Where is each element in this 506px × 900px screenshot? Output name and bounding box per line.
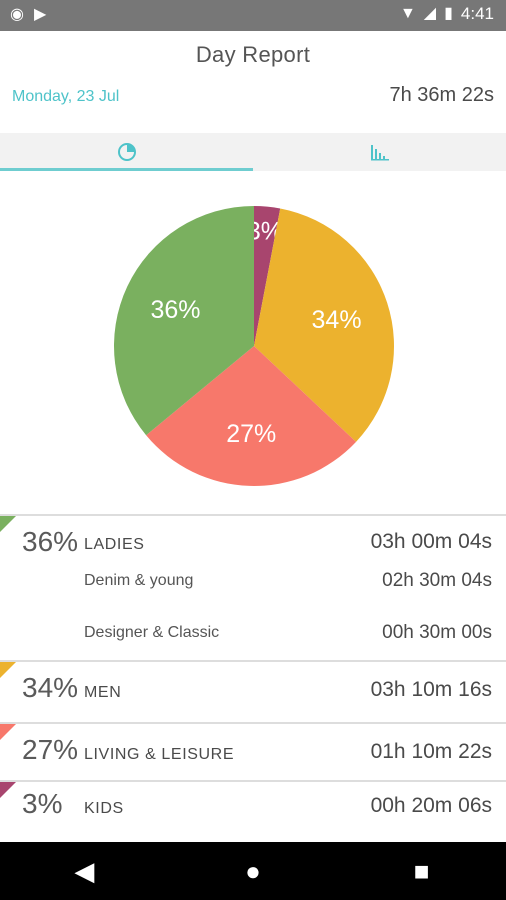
divider [0,722,506,724]
pie-chart: 3% 34% 27% 36% [112,204,396,488]
pie-slice-kids[interactable] [254,206,281,346]
divider [0,780,506,782]
category-percent: 34% [22,672,79,703]
pie-slice-men[interactable] [254,208,395,442]
pie-chart-icon [117,143,136,161]
category-duration: 00h 20m 06s [370,794,492,817]
signal-icon: ◢ [423,5,437,22]
color-marker [0,724,16,740]
category-duration: 03h 10m 16s [370,678,492,701]
page-title: Day Report [195,42,311,67]
pie-slice-living-leisure[interactable] [146,346,357,487]
pie-chart-tab[interactable] [0,133,253,171]
chart-tabs [0,133,506,171]
pie-data-label: 27% [226,420,276,448]
status-time: 4:41 [460,4,494,23]
category-percent: 3% [22,788,63,819]
divider [0,514,506,516]
divider [0,660,506,662]
battery-icon: ▮ [444,5,453,22]
category-duration: 03h 00m 04s [370,530,492,553]
bar-chart-tab[interactable] [253,133,506,171]
category-name: LIVING & LEISURE [84,746,235,763]
category-percent: 36% [22,526,79,557]
status-bar: ◉ ▶ ▼ ◢ ▮ 4:41 [0,0,506,31]
subcategory-duration: 00h 30m 00s [382,622,492,643]
category-name: KIDS [84,800,124,817]
category-row-living-leisure[interactable]: 27% LIVING & LEISURE 01h 10m 22s [0,724,506,780]
color-marker [0,662,16,678]
category-row-kids[interactable]: 3% KIDS 00h 20m 06s [0,782,506,838]
navigation-bar: ◀ ● ■ [0,842,506,900]
color-marker [0,516,16,532]
category-row-men[interactable]: 34% MEN 03h 10m 16s [0,662,506,722]
pie-chart-svg: 3%34%27%36% [113,206,395,487]
subcategory-name: Denim & young [84,572,194,589]
bar-chart-icon [370,145,389,161]
back-button[interactable]: ◀ [74,855,95,886]
wifi-icon: ▼ [399,5,416,22]
date-label[interactable]: Monday, 23 Jul [12,88,120,105]
color-marker [0,782,16,798]
category-duration: 01h 10m 22s [370,740,492,763]
play-store-icon: ▶ [33,6,47,23]
total-time: 7h 36m 22s [389,84,494,106]
subcategory-name: Designer & Classic [84,624,220,641]
category-name: LADIES [84,536,145,553]
category-name: MEN [84,684,122,701]
pie-data-label: 36% [150,296,200,324]
home-button[interactable]: ● [245,855,261,886]
subcategory-duration: 02h 30m 04s [382,570,492,591]
pie-data-label: 34% [312,306,362,334]
recents-button[interactable]: ■ [413,855,430,886]
category-row-ladies[interactable]: 36% LADIES 03h 00m 04s Denim & young 02h… [0,516,506,660]
category-percent: 27% [22,734,79,765]
circle-icon: ◉ [10,6,24,23]
pie-slice-ladies[interactable] [113,206,255,436]
